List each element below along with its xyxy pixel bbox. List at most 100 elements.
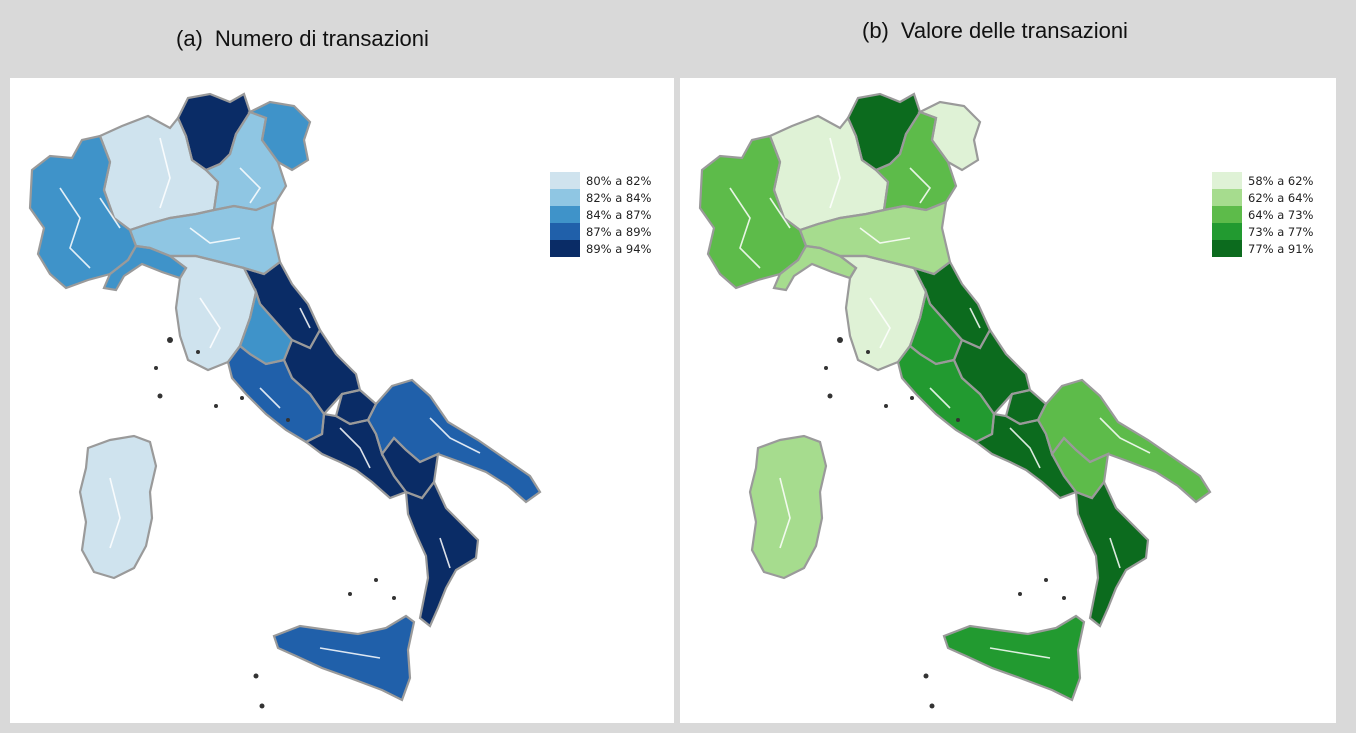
legend-b-item: 77% a 91%	[1212, 240, 1313, 257]
legend-label: 89% a 94%	[586, 241, 652, 256]
province-boundary	[259, 387, 281, 409]
province-boundary	[429, 417, 481, 454]
small-island	[910, 396, 914, 400]
small-island	[167, 337, 173, 343]
small-island	[259, 703, 265, 709]
province-boundary	[59, 187, 91, 269]
province-boundary	[239, 167, 262, 204]
legend-swatch	[550, 206, 580, 223]
province-boundary	[1109, 537, 1121, 569]
legend-label: 64% a 73%	[1248, 207, 1314, 222]
region-outline	[247, 100, 312, 172]
small-island	[929, 703, 935, 709]
small-island	[374, 578, 378, 582]
small-island	[154, 366, 158, 370]
region-outline	[380, 436, 440, 500]
region-outline	[942, 614, 1086, 702]
province-boundary	[199, 297, 221, 349]
province-boundary	[319, 647, 381, 659]
panel-a-title-text: Numero di transazioni	[214, 26, 429, 51]
legend-swatch	[550, 172, 580, 189]
small-island	[827, 393, 833, 399]
legend-a-item: 89% a 94%	[550, 240, 651, 257]
province-boundary	[869, 297, 891, 349]
province-boundary	[829, 137, 841, 209]
small-island	[157, 393, 163, 399]
legend-label: 73% a 77%	[1248, 224, 1314, 239]
legend-a-item: 87% a 89%	[550, 223, 651, 240]
legend-label: 82% a 84%	[586, 190, 652, 205]
legend-b-item: 64% a 73%	[1212, 206, 1313, 223]
legend-swatch	[1212, 240, 1242, 257]
legend-swatch	[550, 189, 580, 206]
small-island	[1018, 592, 1022, 596]
panel-b-tag: (b)	[862, 18, 889, 43]
legend-a-item: 82% a 84%	[550, 189, 651, 206]
region-outline	[272, 614, 416, 702]
small-island	[286, 418, 290, 422]
panel-b-title-text: Valore delle transazioni	[900, 18, 1128, 43]
small-island	[923, 673, 929, 679]
region-outline	[78, 434, 158, 580]
legend-swatch	[1212, 172, 1242, 189]
province-boundary	[99, 197, 121, 229]
legend-swatch	[550, 240, 580, 257]
small-island	[348, 592, 352, 596]
legend-label: 80% a 82%	[586, 173, 652, 188]
region-outline	[1050, 436, 1110, 500]
province-boundary	[189, 227, 241, 244]
legend-b: 58% a 62% 62% a 64% 64% a 73% 73% a 77% …	[1212, 172, 1313, 257]
map-panel-a: 80% a 82% 82% a 84% 84% a 87% 87% a 89% …	[10, 78, 674, 723]
small-island	[824, 366, 828, 370]
province-boundary	[989, 647, 1051, 659]
small-island	[837, 337, 843, 343]
small-island	[196, 350, 200, 354]
small-island	[884, 404, 888, 408]
panel-a-title: (a) Numero di transazioni	[176, 26, 429, 52]
region-outline	[404, 479, 480, 628]
province-boundary	[1009, 427, 1041, 469]
legend-label: 84% a 87%	[586, 207, 652, 222]
province-boundary	[779, 477, 791, 549]
small-island	[240, 396, 244, 400]
legend-label: 87% a 89%	[586, 224, 652, 239]
region-outline	[798, 200, 952, 276]
small-island	[866, 350, 870, 354]
map-panel-b: 58% a 62% 62% a 64% 64% a 73% 73% a 77% …	[680, 78, 1336, 723]
legend-swatch	[1212, 189, 1242, 206]
legend-label: 58% a 62%	[1248, 173, 1314, 188]
province-boundary	[159, 137, 171, 209]
panel-b-title: (b) Valore delle transazioni	[862, 18, 1128, 44]
small-island	[392, 596, 396, 600]
small-island	[253, 673, 259, 679]
province-boundary	[1099, 417, 1151, 454]
legend-label: 62% a 64%	[1248, 190, 1314, 205]
region-outline	[128, 200, 282, 276]
region-calabria	[1075, 480, 1149, 627]
province-boundary	[769, 197, 791, 229]
legend-a-item: 80% a 82%	[550, 172, 651, 189]
legend-a-item: 84% a 87%	[550, 206, 651, 223]
panel-a-tag: (a)	[176, 26, 203, 51]
legend-label: 77% a 91%	[1248, 241, 1314, 256]
legend-swatch	[550, 223, 580, 240]
region-outline	[917, 100, 982, 172]
region-outline	[1074, 479, 1150, 628]
province-boundary	[729, 187, 761, 269]
legend-a: 80% a 82% 82% a 84% 84% a 87% 87% a 89% …	[550, 172, 651, 257]
small-island	[1062, 596, 1066, 600]
province-boundary	[929, 387, 951, 409]
province-boundary	[969, 307, 981, 329]
italy-map-b	[698, 92, 1212, 709]
small-island	[214, 404, 218, 408]
region-calabria	[405, 480, 479, 627]
province-boundary	[859, 227, 911, 244]
province-boundary	[299, 307, 311, 329]
small-island	[956, 418, 960, 422]
province-boundary	[909, 167, 932, 204]
legend-swatch	[1212, 206, 1242, 223]
legend-b-item: 62% a 64%	[1212, 189, 1313, 206]
province-boundary	[439, 537, 451, 569]
italy-map-a	[28, 92, 542, 709]
legend-swatch	[1212, 223, 1242, 240]
